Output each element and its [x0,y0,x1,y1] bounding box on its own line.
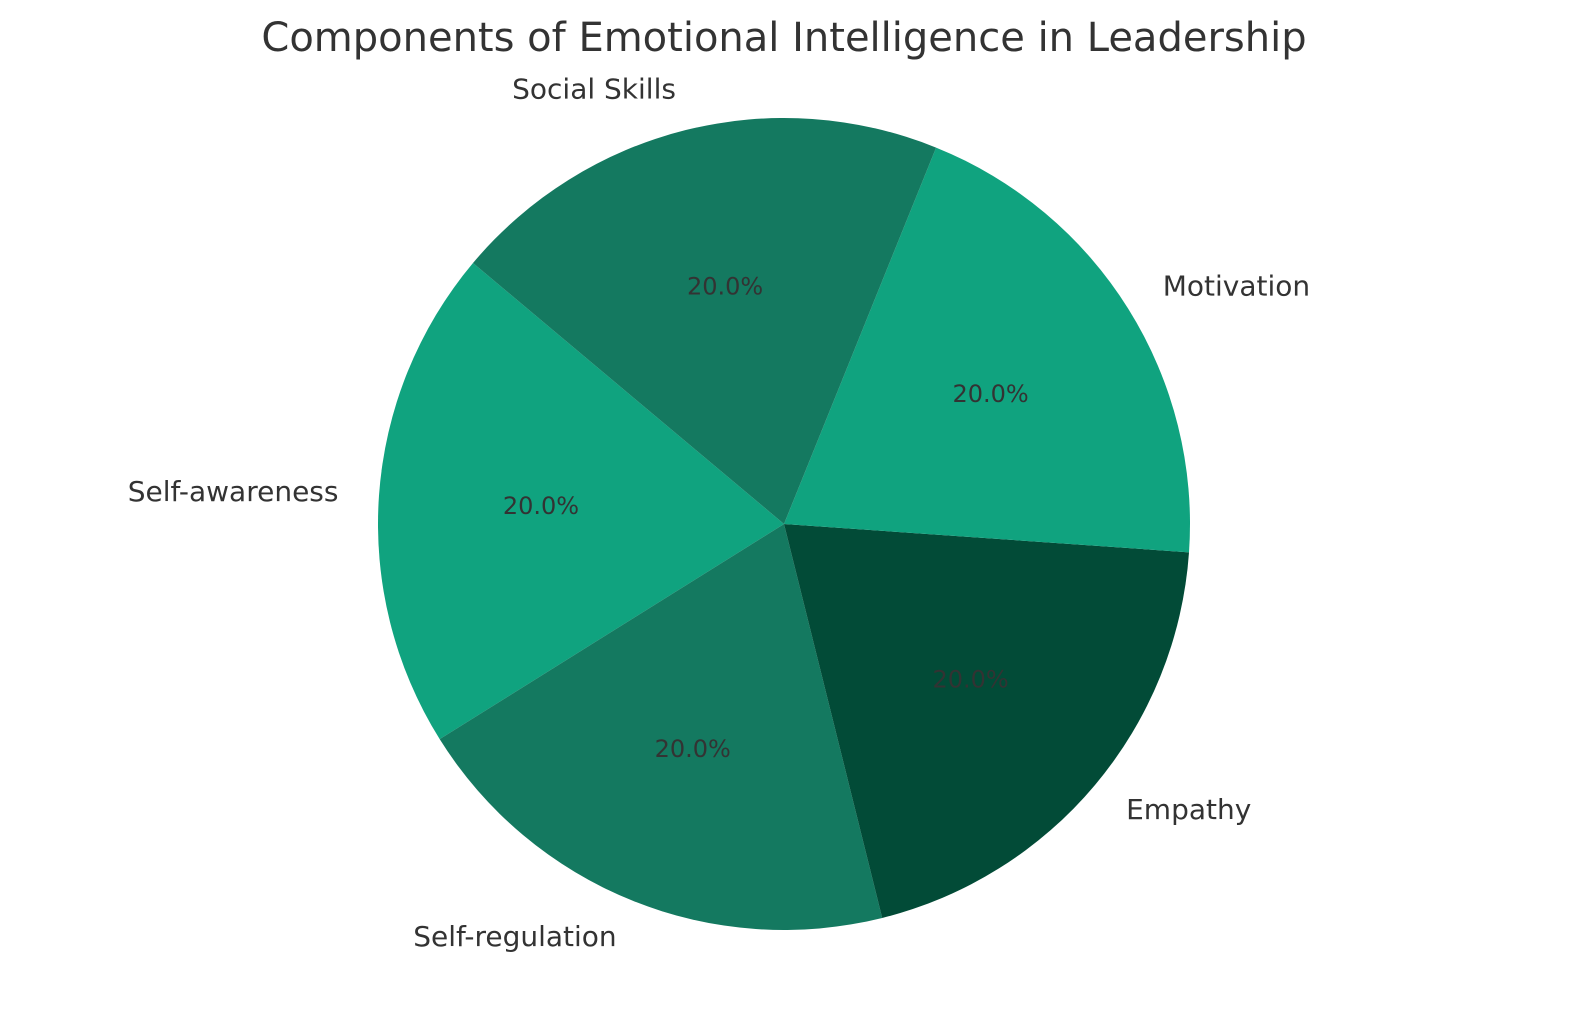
value-label: 20.0% [932,666,1008,694]
pie-slice [784,147,1190,553]
chart-title: Components of Emotional Intelligence in … [261,15,1306,61]
value-label: 20.0% [952,380,1028,408]
value-label: 20.0% [655,735,731,763]
pie-slice [377,263,784,740]
value-label: 20.0% [687,273,763,301]
slice-label: Empathy [1126,793,1251,826]
pie-slice [439,524,883,930]
slice-label: Self-regulation [413,920,616,953]
pie-slice [472,118,937,525]
slice-label: Motivation [1163,269,1310,302]
slice-label: Social Skills [512,73,676,106]
value-label: 20.0% [503,492,579,520]
slice-label: Self-awareness [128,475,339,508]
pie-slice [784,524,1190,918]
